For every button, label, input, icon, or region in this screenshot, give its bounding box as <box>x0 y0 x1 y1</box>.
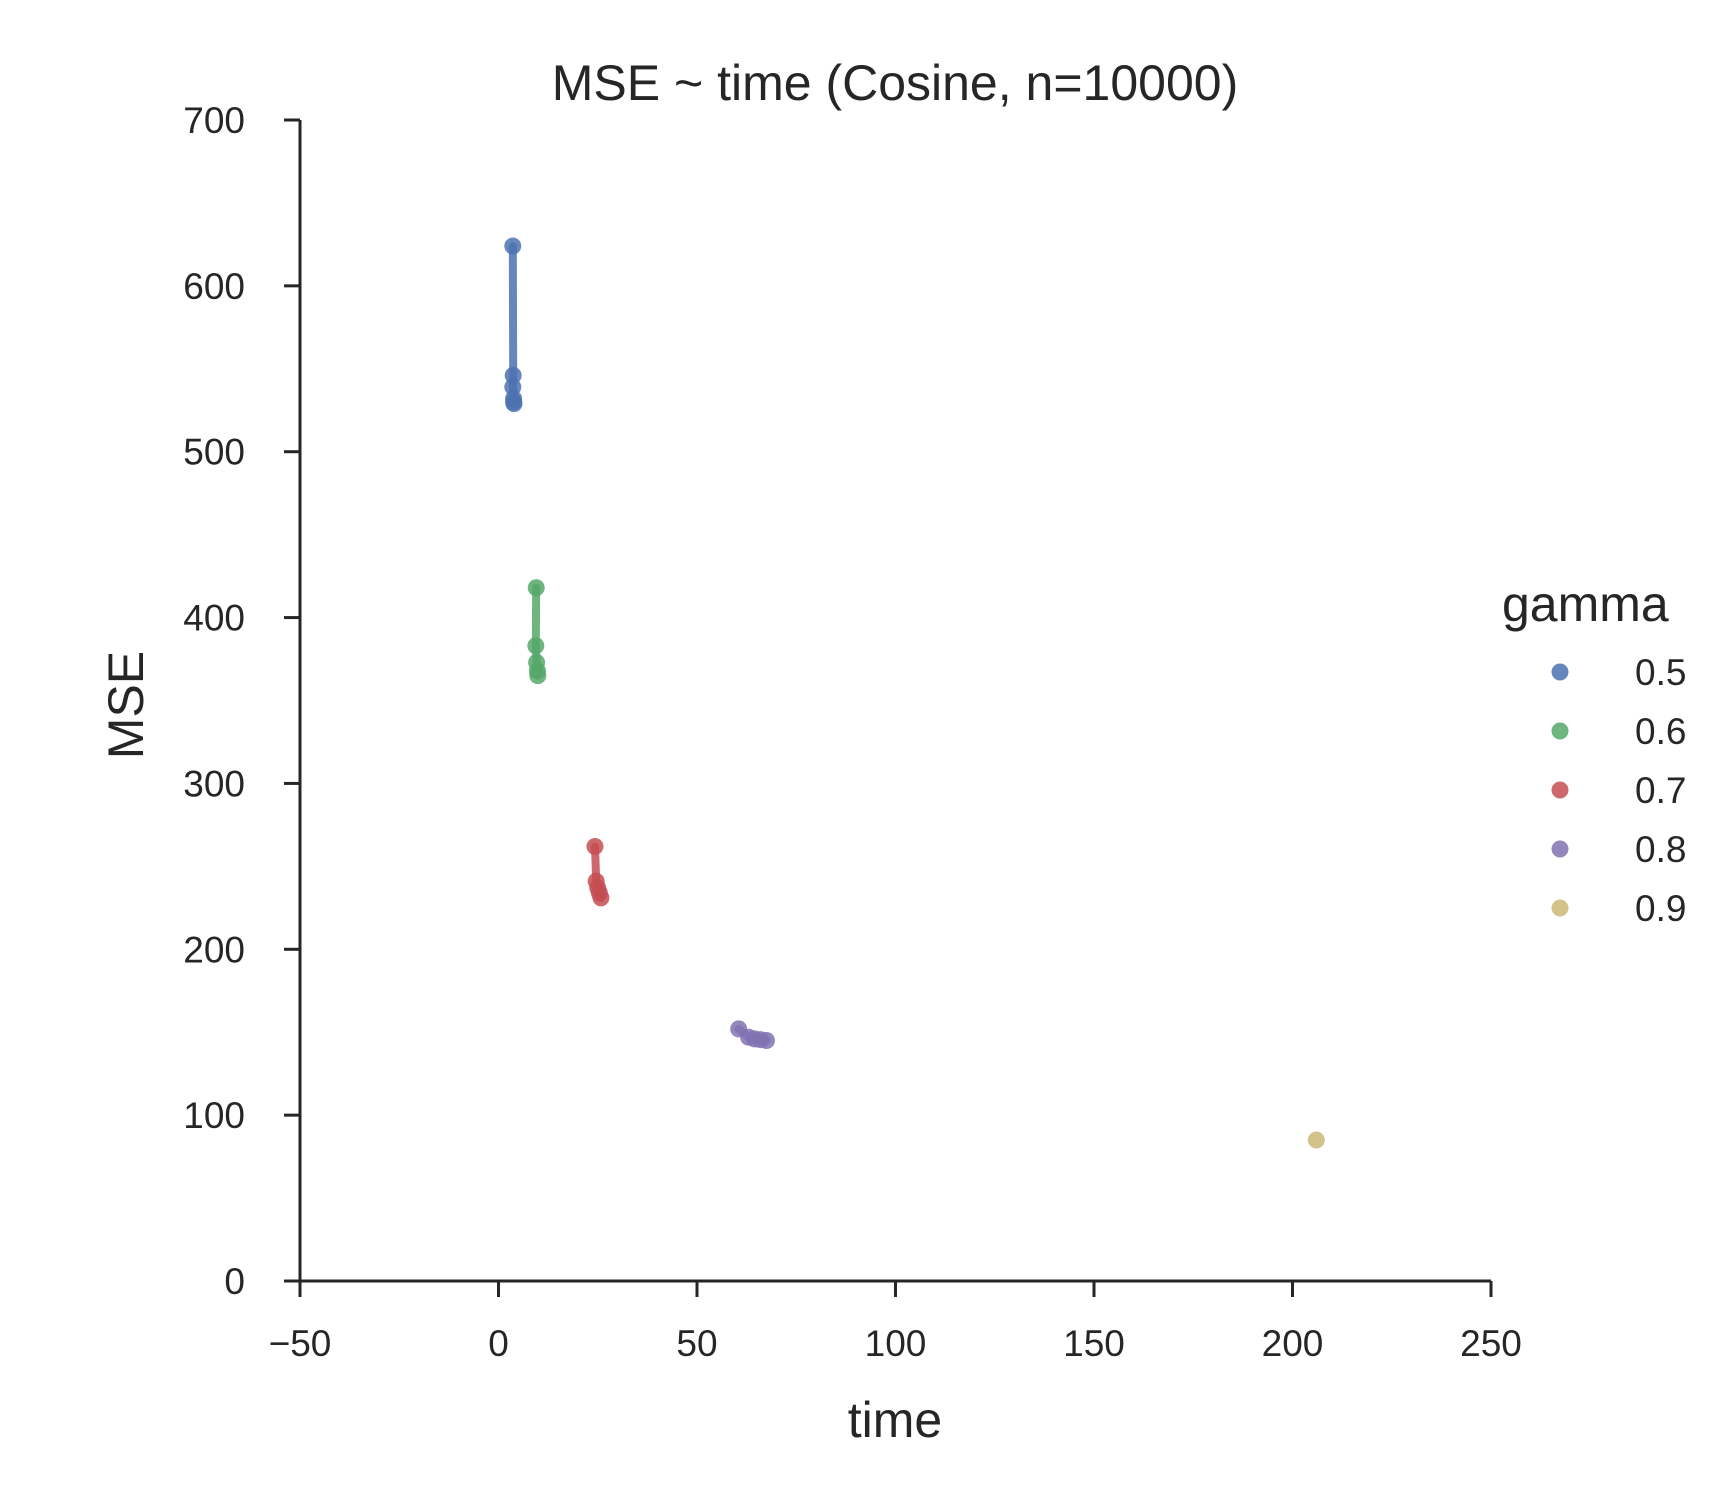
data-point <box>527 579 545 597</box>
legend-label: 0.5 <box>1635 652 1686 693</box>
legend-marker <box>1551 663 1569 681</box>
legend-marker <box>1551 840 1569 858</box>
y-tick-label: 300 <box>183 763 245 804</box>
y-tick-label: 200 <box>183 929 245 970</box>
legend-marker <box>1551 899 1569 917</box>
data-point <box>586 837 604 855</box>
data-point <box>529 667 547 685</box>
y-axis-label: MSE <box>98 651 154 759</box>
y-tick-label: 400 <box>183 598 245 639</box>
legend-label: 0.7 <box>1635 770 1686 811</box>
data-point <box>592 889 610 907</box>
data-point <box>527 637 545 655</box>
legend: gamma 0.5 0.6 0.7 0.8 0.9 <box>1502 576 1686 929</box>
legend-label: 0.6 <box>1635 711 1686 752</box>
x-tick-label: 250 <box>1460 1323 1522 1364</box>
x-tick-label: 150 <box>1063 1323 1125 1364</box>
x-tick-label: 0 <box>488 1323 509 1364</box>
x-tick-label: 100 <box>865 1323 927 1364</box>
data-point <box>757 1032 775 1050</box>
y-tick-label: 600 <box>183 266 245 307</box>
y-tick-label: 500 <box>183 432 245 473</box>
series-0.5 <box>504 237 523 413</box>
axes: −50 0 50 100 150 200 250 0 100 200 300 400 500 600 700 <box>183 100 1522 1364</box>
series-0.8 <box>730 1020 775 1050</box>
data-point <box>505 395 523 413</box>
x-tick-label: 50 <box>676 1323 717 1364</box>
x-tick-label: −50 <box>269 1323 332 1364</box>
data-point <box>504 237 522 255</box>
legend-title: gamma <box>1502 576 1669 632</box>
legend-label: 0.9 <box>1635 888 1686 929</box>
series-0.6 <box>527 579 547 685</box>
series-0.7 <box>586 837 610 907</box>
x-axis-label: time <box>848 1392 942 1448</box>
data-point <box>1307 1131 1325 1149</box>
chart-title: MSE ~ time (Cosine, n=10000) <box>552 55 1238 111</box>
x-tick-label: 200 <box>1262 1323 1324 1364</box>
y-tick-label: 100 <box>183 1095 245 1136</box>
y-tick-label: 700 <box>183 100 245 141</box>
series-layer <box>504 237 1325 1149</box>
legend-label: 0.8 <box>1635 829 1686 870</box>
legend-marker <box>1551 722 1569 740</box>
legend-marker <box>1551 781 1569 799</box>
y-tick-label: 0 <box>224 1261 245 1302</box>
series-0.9 <box>1307 1131 1325 1149</box>
